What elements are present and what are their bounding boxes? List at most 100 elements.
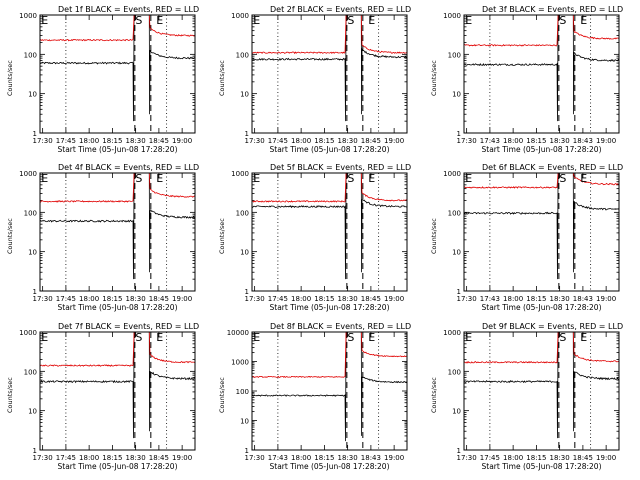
interval-marker-label: S bbox=[559, 331, 566, 344]
interval-marker-label: S bbox=[559, 172, 566, 185]
interval-marker-label: E bbox=[368, 14, 375, 27]
x-tick-label: 18:00 bbox=[503, 454, 523, 462]
y-tick-label: 1000 bbox=[443, 170, 461, 178]
lld-series-line bbox=[251, 172, 347, 203]
interval-marker-label: S bbox=[135, 14, 142, 27]
chart-title: Det 4f BLACK = Events, RED = LLD bbox=[58, 163, 199, 172]
plot-frame bbox=[251, 331, 408, 451]
events-series-line bbox=[463, 331, 559, 439]
x-axis-label: Start Time (05-Jun-08 17:28:20) bbox=[270, 303, 390, 312]
y-tick-label: 100 bbox=[236, 209, 249, 217]
plot-frame bbox=[39, 331, 196, 451]
y-tick-label: 1000 bbox=[231, 170, 249, 178]
lld-series-line bbox=[360, 331, 408, 358]
x-tick-label: 18:30 bbox=[338, 295, 358, 303]
lld-series-line bbox=[463, 172, 559, 189]
events-series-line bbox=[39, 14, 135, 122]
interval-marker-label: S bbox=[559, 14, 566, 27]
y-axis-label: Counts/sec bbox=[6, 60, 14, 96]
events-series-line bbox=[251, 172, 347, 280]
x-tick-label: 19:00 bbox=[172, 137, 192, 145]
x-tick-label: 17:30 bbox=[457, 137, 477, 145]
x-tick-label: 18:00 bbox=[79, 454, 99, 462]
chart-title: Det 3f BLACK = Events, RED = LLD bbox=[482, 5, 623, 14]
x-tick-label: 18:45 bbox=[149, 454, 169, 462]
y-axis-label: Counts/sec bbox=[6, 377, 14, 413]
x-tick-label: 17:30 bbox=[245, 454, 265, 462]
y-tick-label: 10 bbox=[452, 91, 461, 99]
interval-marker-label: S bbox=[135, 331, 142, 344]
x-tick-label: 17:30 bbox=[33, 454, 53, 462]
interval-marker-label: S bbox=[135, 172, 142, 185]
x-tick-label: 18:30 bbox=[126, 137, 146, 145]
y-tick-label: 1000 bbox=[19, 12, 37, 20]
events-series-line bbox=[572, 331, 620, 432]
plot-frame bbox=[39, 14, 196, 134]
chart-title: Det 6f BLACK = Events, RED = LLD bbox=[482, 163, 623, 172]
interval-marker-label: S bbox=[347, 172, 354, 185]
x-tick-label: 17:45 bbox=[56, 295, 76, 303]
events-series-line bbox=[360, 172, 408, 273]
x-tick-label: 18:45 bbox=[149, 137, 169, 145]
y-tick-label: 1000 bbox=[19, 170, 37, 178]
x-axis-label: Start Time (05-Jun-08 17:28:20) bbox=[58, 145, 178, 154]
y-tick-label: 100 bbox=[24, 209, 37, 217]
chart-title: Det 2f BLACK = Events, RED = LLD bbox=[270, 5, 411, 14]
chart-title: Det 1f BLACK = Events, RED = LLD bbox=[58, 5, 199, 14]
x-tick-label: 18:00 bbox=[291, 295, 311, 303]
x-tick-label: 18:00 bbox=[503, 137, 523, 145]
interval-marker-label: E bbox=[41, 14, 48, 27]
y-tick-label: 1 bbox=[245, 130, 249, 138]
events-series-line bbox=[572, 14, 620, 115]
y-tick-label: 100 bbox=[448, 51, 461, 59]
x-axis-label: Start Time (05-Jun-08 17:28:20) bbox=[482, 462, 602, 471]
y-tick-label: 100 bbox=[448, 209, 461, 217]
x-tick-label: 17:30 bbox=[457, 454, 477, 462]
x-tick-label: 17:43 bbox=[480, 295, 500, 303]
lld-series-line bbox=[572, 172, 620, 186]
x-tick-label: 18:30 bbox=[338, 454, 358, 462]
x-tick-label: 17:30 bbox=[457, 295, 477, 303]
chart-panel-5: Det 5f BLACK = Events, RED = LLD Counts/s… bbox=[218, 163, 411, 312]
x-axis-label: Start Time (05-Jun-08 17:28:20) bbox=[482, 145, 602, 154]
x-tick-label: 18:30 bbox=[126, 454, 146, 462]
plot-frame bbox=[463, 14, 620, 134]
interval-marker-label: E bbox=[41, 331, 48, 344]
y-tick-label: 1 bbox=[33, 130, 37, 138]
interval-marker-label: E bbox=[253, 14, 260, 27]
chart-title: Det 9f BLACK = Events, RED = LLD bbox=[482, 322, 623, 331]
events-series-line bbox=[360, 14, 408, 115]
x-tick-label: 18:15 bbox=[102, 454, 122, 462]
y-tick-label: 1000 bbox=[443, 12, 461, 20]
y-axis-label: Counts/sec bbox=[430, 60, 438, 96]
events-series-line bbox=[148, 14, 196, 115]
y-tick-label: 10 bbox=[28, 249, 37, 257]
x-axis-label: Start Time (05-Jun-08 17:28:20) bbox=[58, 462, 178, 471]
y-tick-label: 1 bbox=[33, 447, 37, 455]
x-tick-label: 17:45 bbox=[268, 137, 288, 145]
lld-series-line bbox=[463, 331, 559, 364]
lld-series-line bbox=[360, 172, 408, 202]
x-tick-label: 19:00 bbox=[384, 137, 404, 145]
y-tick-label: 10 bbox=[240, 249, 249, 257]
y-tick-label: 10 bbox=[240, 91, 249, 99]
x-tick-label: 17:30 bbox=[33, 295, 53, 303]
x-tick-label: 17:43 bbox=[268, 454, 288, 462]
interval-marker-label: E bbox=[465, 331, 472, 344]
x-tick-label: 18:00 bbox=[79, 137, 99, 145]
x-tick-label: 18:00 bbox=[291, 454, 311, 462]
y-tick-label: 1 bbox=[457, 288, 461, 296]
y-tick-label: 1 bbox=[33, 288, 37, 296]
lld-series-line bbox=[463, 14, 559, 47]
x-tick-label: 17:45 bbox=[56, 454, 76, 462]
lld-series-line bbox=[251, 331, 347, 378]
plot-frame bbox=[251, 14, 408, 134]
y-tick-label: 1000 bbox=[231, 12, 249, 20]
x-axis-label: Start Time (05-Jun-08 17:28:20) bbox=[270, 145, 390, 154]
chart-panel-9: Det 9f BLACK = Events, RED = LLD Counts/s… bbox=[430, 322, 623, 471]
lld-series-line bbox=[148, 14, 196, 37]
x-tick-label: 18:45 bbox=[149, 295, 169, 303]
chart-panel-7: Det 7f BLACK = Events, RED = LLD Counts/s… bbox=[6, 322, 199, 471]
y-axis-label: Counts/sec bbox=[218, 60, 226, 96]
y-tick-label: 100 bbox=[448, 368, 461, 376]
